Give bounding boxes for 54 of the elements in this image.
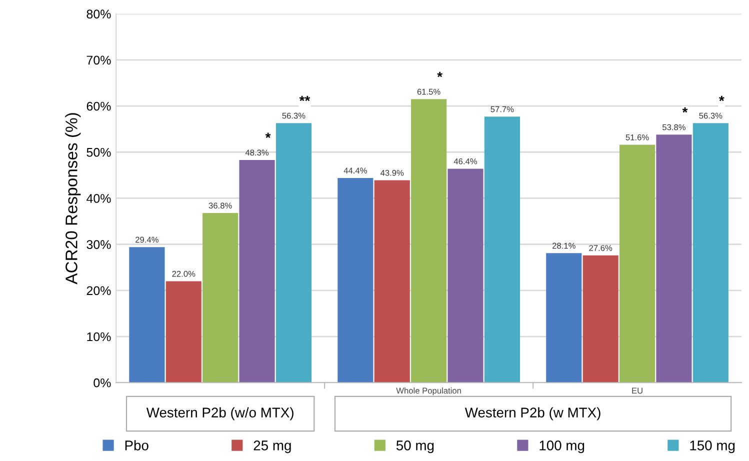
bar bbox=[338, 178, 374, 383]
data-label: 27.6% bbox=[589, 245, 612, 251]
bar bbox=[448, 168, 484, 383]
x-tick-label: Whole Population bbox=[396, 387, 461, 396]
legend-label: 25 mg bbox=[254, 440, 291, 454]
text: Western P2b (w/o MTX) bbox=[146, 407, 294, 420]
bar bbox=[129, 247, 165, 383]
data-label: 56.3% bbox=[282, 112, 306, 119]
bar bbox=[202, 212, 238, 383]
data-label: 22.0% bbox=[172, 270, 196, 277]
data-label: 56.3% bbox=[699, 112, 722, 119]
bar bbox=[546, 253, 582, 383]
y-tick-label: 30% bbox=[86, 240, 111, 249]
data-label: 43.9% bbox=[380, 170, 404, 176]
y-tick-label: 0% bbox=[94, 378, 111, 388]
annotation: ** bbox=[299, 96, 310, 102]
bar bbox=[276, 123, 312, 383]
data-label: 57.7% bbox=[490, 106, 514, 112]
annotation: * bbox=[265, 132, 271, 138]
bar bbox=[239, 160, 275, 383]
y-tick-label: 40% bbox=[86, 194, 111, 203]
data-label: 51.6% bbox=[626, 134, 649, 140]
bar bbox=[484, 116, 520, 383]
legend-label: 50 mg bbox=[396, 440, 434, 454]
y-tick-label: 10% bbox=[87, 332, 111, 342]
annotation: * bbox=[437, 72, 442, 78]
y-axis-title: ACR20 Responses (%) bbox=[65, 113, 81, 284]
bar bbox=[656, 134, 692, 383]
bar bbox=[411, 99, 447, 383]
legend-label: 150 mg bbox=[690, 440, 735, 454]
legend-label: 100 mg bbox=[540, 440, 584, 454]
y-tick-label: 70% bbox=[86, 56, 111, 65]
data-label: 61.5% bbox=[417, 88, 440, 95]
y-tick-label: 50% bbox=[86, 148, 111, 157]
data-label: 29.4% bbox=[136, 236, 158, 243]
legend-label: Pbo bbox=[125, 440, 148, 450]
annotation: * bbox=[719, 96, 724, 102]
data-label: 28.1% bbox=[552, 242, 576, 249]
bar bbox=[166, 281, 202, 383]
bar bbox=[374, 180, 410, 383]
bar bbox=[692, 123, 728, 383]
bar bbox=[619, 144, 656, 383]
data-label: 46.4% bbox=[454, 158, 478, 164]
data-label: 48.3% bbox=[245, 150, 269, 156]
data-label: 44.4% bbox=[344, 168, 367, 174]
data-label: 53.8% bbox=[662, 124, 686, 130]
x-tick-label: EU bbox=[632, 388, 642, 394]
annotation: * bbox=[682, 107, 688, 113]
y-tick-label: 60% bbox=[86, 102, 111, 111]
data-label: 36.8% bbox=[208, 202, 232, 209]
y-tick-label: 80% bbox=[86, 10, 111, 18]
y-tick-label: 20% bbox=[86, 286, 111, 296]
text: Western P2b (w MTX) bbox=[464, 407, 600, 420]
bar bbox=[582, 255, 618, 383]
